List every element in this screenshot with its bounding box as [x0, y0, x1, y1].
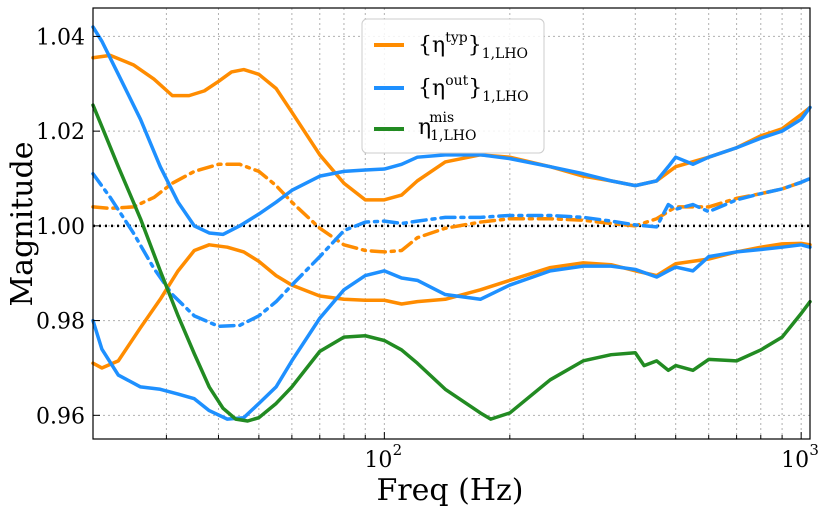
series-line-typ_mid	[91, 162, 812, 254]
series-line-typ_lower	[91, 241, 812, 370]
y-axis-title: Magnitude	[5, 141, 40, 306]
y-tick-label: 1.00	[36, 215, 85, 240]
plot-frame	[92, 7, 811, 440]
y-tick-label: 0.96	[36, 404, 85, 429]
y-tick-label: 0.98	[36, 310, 85, 335]
series-line-out_lower	[91, 243, 812, 421]
legend: {ηtyp}1,LHO {ηout}1,LHO ηmis 1,LHO	[361, 18, 545, 154]
x-tick-label: 10	[781, 448, 809, 473]
ticks	[92, 35, 802, 439]
legend-label-mis: ηmis 1,LHO	[418, 110, 476, 144]
series-line-out_mid	[91, 172, 812, 329]
series-line-typ_upper	[91, 53, 812, 202]
x-tick-label: 10	[364, 448, 392, 473]
series-group	[91, 25, 812, 423]
y-tick-label: 1.04	[36, 25, 85, 50]
x-axis-title: Freq (Hz)	[376, 473, 523, 508]
series-line-mis	[91, 103, 812, 423]
legend-label-out: {ηout}1,LHO	[418, 73, 529, 105]
series-line-out_upper	[91, 25, 812, 237]
legend-label-typ: {ηtyp}1,LHO	[418, 30, 528, 62]
y-tick-label: 1.02	[36, 120, 85, 145]
x-tick-label-exponent: 2	[393, 441, 403, 459]
legend-box	[361, 18, 545, 154]
x-tick-label-exponent: 3	[809, 441, 819, 459]
